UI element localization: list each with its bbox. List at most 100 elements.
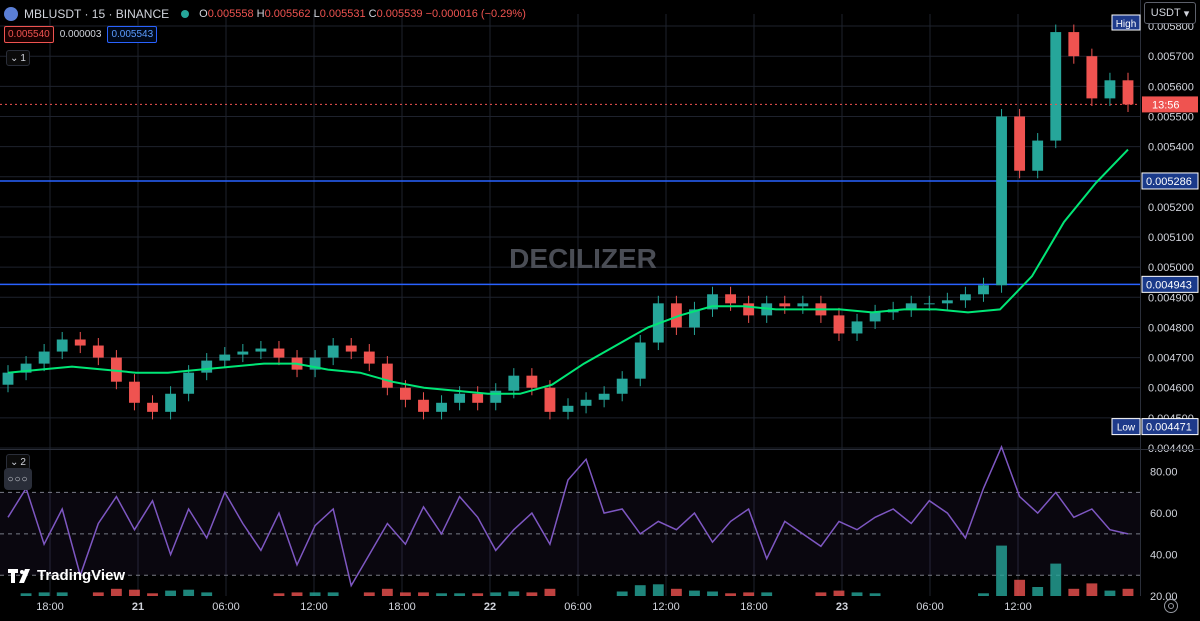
volume-bar [851, 592, 863, 596]
candle-body [309, 357, 321, 370]
ohlc-values: O0.005558 H0.005562 L0.005531 C0.005539 … [199, 8, 526, 20]
trade-buttons: 0.005540 0.000003 0.005543 [4, 26, 158, 43]
buy-price-button[interactable]: 0.005543 [107, 26, 158, 43]
candle-body [1086, 56, 1098, 99]
candle-body [544, 387, 556, 412]
candle-body [923, 303, 935, 305]
x-tick-label: 18:00 [36, 601, 64, 613]
high-marker-tag [1111, 14, 1141, 31]
candle-body [345, 345, 357, 352]
candle-body [616, 378, 628, 394]
volume-bar [1104, 590, 1116, 596]
candle-body [273, 348, 285, 358]
candle-body [400, 387, 411, 400]
close-value: 0.005539 [376, 8, 423, 20]
candle-body [941, 300, 953, 304]
volume-bar [743, 592, 755, 596]
volume-bar [273, 593, 285, 596]
volume-bar [490, 592, 502, 596]
low-marker-tag [1111, 418, 1141, 436]
candle-body [797, 303, 809, 307]
volume-bar [472, 593, 484, 596]
candle-body [327, 345, 339, 358]
candle-body [580, 399, 592, 406]
candle-body [1068, 32, 1080, 57]
volume-bar [20, 593, 32, 596]
candle-body [725, 294, 736, 304]
volume-bar [309, 592, 321, 596]
sell-price-button[interactable]: 0.005540 [4, 26, 54, 43]
volume-bar [110, 588, 122, 596]
volume-bar [544, 588, 556, 596]
high-value: 0.005562 [264, 8, 311, 20]
candle-body [634, 342, 646, 379]
tradingview-wordmark: TradingView [37, 567, 126, 584]
candle-body [147, 402, 158, 412]
candle-body [905, 303, 917, 310]
symbol-legend: MBLUSDT · 15 · BINANCE O0.005558 H0.0055… [4, 4, 526, 24]
symbol-title[interactable]: MBLUSDT · 15 · BINANCE [24, 7, 170, 21]
volume-bar [978, 593, 989, 596]
candle-body [418, 399, 429, 412]
volume-bar [725, 593, 736, 596]
candle-body [978, 285, 989, 295]
candle-body [869, 312, 881, 322]
candle-body [472, 393, 484, 403]
pane1-collapse-toggle[interactable]: ⌄ 1 [6, 50, 30, 66]
y-tick-label: 0.004600 [1148, 383, 1194, 395]
candle-body [183, 372, 195, 394]
candle-body [56, 339, 68, 352]
volume-bar [418, 592, 429, 596]
candle-body [2, 372, 14, 385]
candle-body [490, 390, 502, 403]
chevron-down-icon: ▾ [1183, 7, 1190, 20]
candle-body [508, 375, 520, 391]
countdown-label: 13:56 [1152, 99, 1180, 111]
x-tick-label: 06:00 [564, 601, 592, 613]
low-value: 0.005531 [319, 8, 366, 20]
volume-bar [1050, 563, 1062, 596]
more-options-button[interactable]: ○○○ [4, 468, 32, 490]
candle-body [165, 393, 176, 412]
candle-body [779, 303, 791, 307]
candle-body [92, 345, 104, 358]
candle-body [689, 309, 700, 328]
candle-body [1050, 32, 1062, 141]
candle-body [562, 405, 574, 412]
y-tick-label: 0.005200 [1148, 202, 1194, 214]
y-tick-label: 0.005000 [1148, 262, 1194, 274]
y-tick-label: 0.005600 [1148, 81, 1194, 93]
y-tick-label: 0.005500 [1148, 111, 1194, 123]
y-tick-label: 0.005700 [1148, 51, 1194, 63]
candle-body [74, 339, 86, 346]
y-tick-label: 0.004900 [1148, 292, 1194, 304]
open-value: 0.005558 [207, 8, 254, 20]
volume-bar [454, 593, 466, 596]
candle-body [1122, 80, 1134, 105]
volume-bar [508, 591, 520, 596]
candle-body [526, 375, 538, 388]
candle-body [219, 354, 231, 361]
currency-selector[interactable]: USDT ▾ [1144, 2, 1196, 24]
chevron-down-icon: ⌄ [10, 52, 19, 64]
rsi-y-tick-label: 40.00 [1150, 550, 1178, 562]
volume-bar [327, 592, 339, 596]
change-value: −0.000016 (−0.29%) [425, 8, 526, 20]
volume-bar [381, 588, 393, 596]
x-tick-label: 22 [484, 601, 496, 613]
tradingview-logo[interactable]: TradingView [8, 567, 125, 584]
candle-body [598, 393, 610, 400]
volume-bar [526, 592, 538, 596]
volume-bar [815, 592, 827, 596]
market-status-icon [181, 10, 190, 18]
chart-settings-icon[interactable] [1164, 599, 1178, 613]
x-tick-label: 06:00 [916, 601, 944, 613]
volume-bar [616, 591, 628, 596]
candle-body [743, 303, 755, 316]
spread-value: 0.000003 [59, 29, 102, 40]
x-tick-label: 18:00 [388, 601, 416, 613]
volume-bar [670, 588, 682, 596]
rsi-line [7, 444, 1129, 588]
